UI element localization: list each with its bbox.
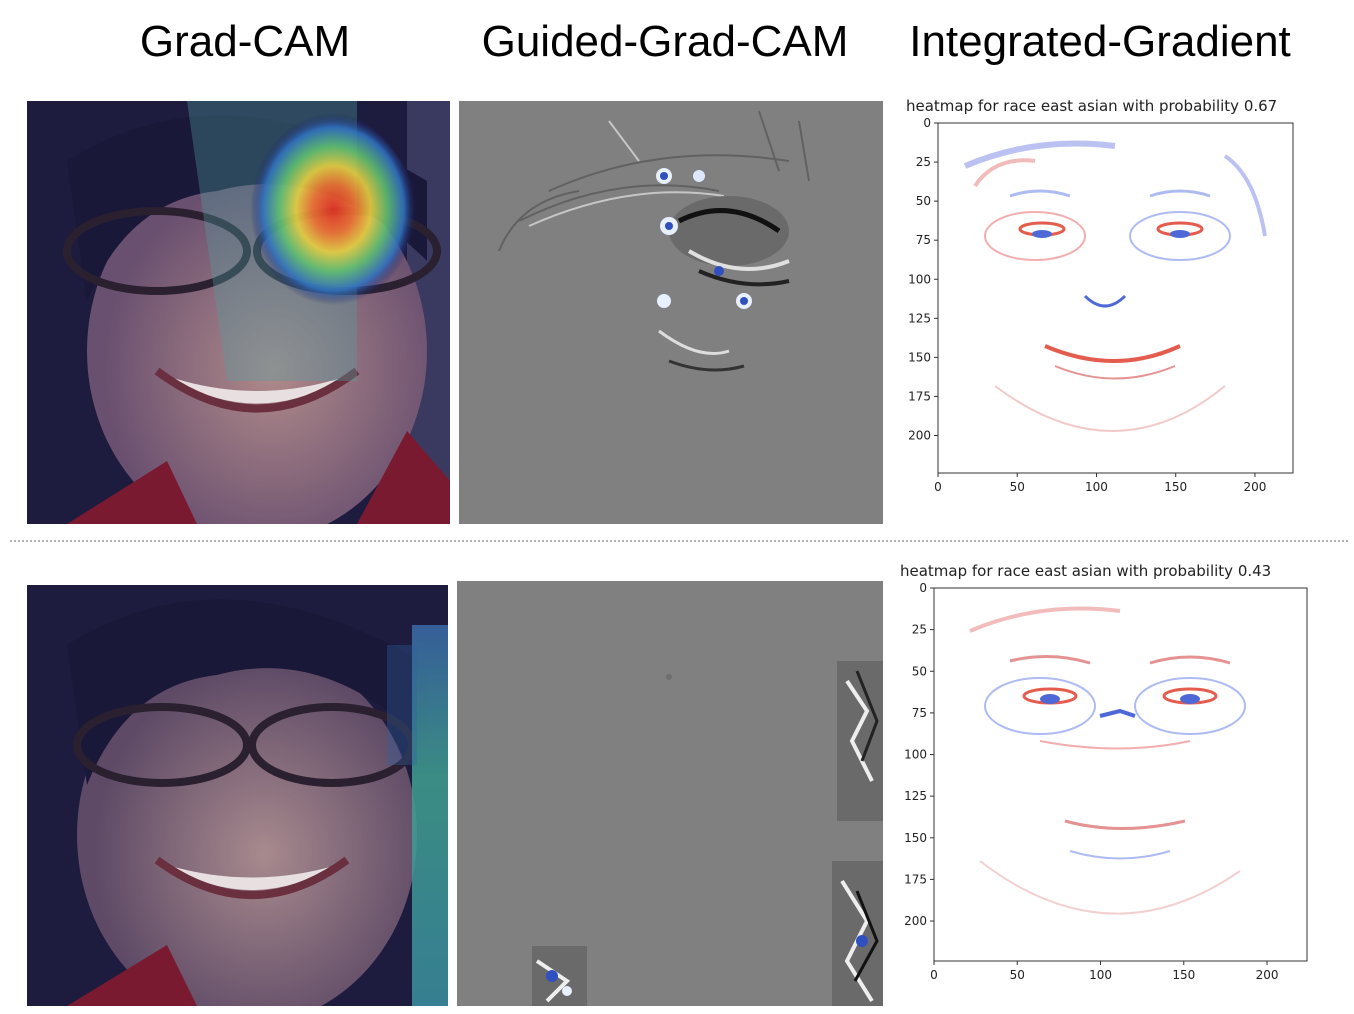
y-tick-label: 0	[919, 581, 927, 595]
x-tick-label: 200	[1256, 968, 1279, 982]
header-integrated-gradient: Integrated-Gradient	[909, 17, 1291, 66]
x-tick-label: 100	[1089, 968, 1112, 982]
y-tick-label: 25	[916, 155, 931, 169]
ig-heatmap-row1: 0 50 100 150 200 0 25 50 75 100 125 150 175 200	[908, 116, 1294, 494]
y-tick-label: 150	[908, 350, 931, 364]
y-tick-label: 125	[904, 789, 927, 803]
y-tick-label: 0	[923, 116, 931, 130]
y-tick-label: 75	[912, 706, 927, 720]
ig-title-row1: heatmap for race east asian with probabi…	[906, 97, 1278, 115]
guided-gradcam-image-row2	[457, 581, 883, 1006]
gradcam-face-overlay-row2	[27, 585, 448, 1006]
x-tick-label: 50	[1010, 480, 1025, 494]
x-tick-label: 200	[1244, 480, 1267, 494]
gradcam-image-row1	[27, 101, 450, 524]
y-tick-label: 75	[916, 233, 931, 247]
gradcam-image-row2	[27, 585, 448, 1006]
row-divider	[10, 540, 1348, 542]
x-tick-label: 150	[1164, 480, 1187, 494]
x-tick-label: 50	[1010, 968, 1025, 982]
y-tick-label: 50	[912, 664, 927, 678]
header-gradcam: Grad-CAM	[139, 17, 351, 66]
y-tick-label: 100	[908, 272, 931, 286]
ig-axis-ticks-row2: 0 50 100 150 200 0 25 50 75 100 125 150 175 200	[904, 581, 1278, 982]
ig-heatmap-row2: 0 50 100 150 200 0 25 50 75 100 125 150 175 200	[904, 581, 1308, 982]
header-guided-grad-cam: Guided-Grad-CAM	[481, 17, 849, 66]
y-tick-label: 150	[904, 831, 927, 845]
x-tick-label: 0	[934, 480, 942, 494]
guided-saliency-row1	[459, 101, 883, 524]
x-tick-label: 100	[1085, 480, 1108, 494]
y-tick-label: 100	[904, 748, 927, 762]
guided-saliency-row2	[457, 581, 883, 1006]
y-tick-label: 200	[904, 914, 927, 928]
y-tick-label: 200	[908, 429, 931, 443]
x-tick-label: 0	[930, 968, 938, 982]
y-tick-label: 25	[912, 623, 927, 637]
ig-axis-ticks-row1: 0 50 100 150 200 0 25 50 75 100 125 150 175 200	[908, 116, 1266, 494]
ig-title-row2: heatmap for race east asian with probabi…	[900, 562, 1272, 580]
y-tick-label: 125	[908, 311, 931, 325]
ig-plot-row1: 0 50 100 150 200 0 25 50 75 100 125 150 175 200	[895, 116, 1315, 502]
y-tick-label: 175	[908, 389, 931, 403]
ig-plot-row2: 0 50 100 150 200 0 25 50 75 100 125 150 175 200	[890, 581, 1320, 986]
gradcam-face-overlay-row1	[27, 101, 450, 524]
y-tick-label: 175	[904, 872, 927, 886]
guided-gradcam-image-row1	[459, 101, 883, 524]
y-tick-label: 50	[916, 194, 931, 208]
x-tick-label: 150	[1172, 968, 1195, 982]
